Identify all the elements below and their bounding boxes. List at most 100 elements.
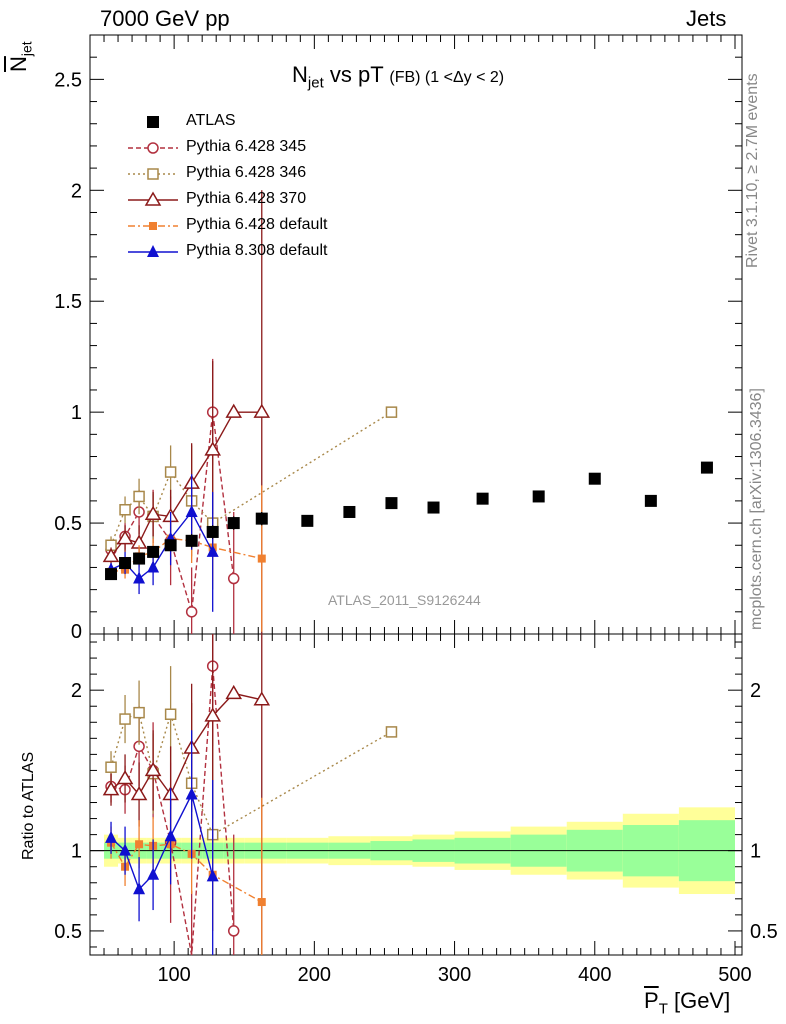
xlabel-sub: T [658,1000,668,1018]
data-point [185,534,198,547]
data-point [116,530,134,545]
ylabel-top-main: N [6,56,31,72]
analysis-label: ATLAS_2011_S9126244 [328,592,481,608]
y-tick-label: 2.5 [54,69,82,91]
x-axis-label: PT [GeV] [644,988,730,1017]
data-point [343,505,356,518]
title-rest: vs pT [323,62,384,87]
y-tick-label-right: 0.5 [750,921,778,943]
legend-marker-py370 [128,191,178,206]
legend-marker [147,168,159,180]
legend-marker-py346 [128,168,178,180]
x-tick-label: 200 [298,964,331,986]
data-point [147,560,160,573]
y-axis-label-top: Njet [6,41,34,72]
y-tick-label: 2 [71,180,82,202]
series-pythia-8-308-default [105,730,219,955]
data-point [588,472,601,485]
data-point [119,843,132,856]
data-point [185,504,198,517]
data-point [385,406,398,418]
data-point [385,497,398,510]
data-point [185,787,198,800]
legend-entry: Pythia 8.308 default [120,240,380,264]
data-point [105,761,117,773]
rivet-label: Rivet 3.1.10, ≥ 2.7M events [744,73,761,268]
data-point [257,554,266,563]
data-point [119,504,131,516]
legend-marker [149,222,157,230]
data-point [119,713,131,725]
data-point [105,830,118,843]
data-point [185,606,198,618]
data-point [227,925,240,937]
data-point [133,706,145,719]
legend-marker-py345 [128,142,178,154]
x-tick-label: 300 [438,964,471,986]
data-point [255,512,268,525]
header-right: Jets [686,6,727,31]
series-pythia-6-428-345 [105,358,240,634]
x-tick-label: 100 [157,964,190,986]
data-point [116,769,134,785]
data-point [102,781,120,796]
data-point [144,761,162,777]
legend-marker [147,142,159,154]
ratio-plot-frame [89,633,743,956]
x-tick-label: 500 [718,964,751,986]
data-point [206,544,219,557]
legend-marker [147,116,159,128]
legend-label: Pythia 6.428 346 [186,164,307,181]
data-point [301,514,314,527]
legend-entry: Pythia 6.428 370 [120,188,380,212]
legend-marker-atlas [147,116,159,128]
legend-label: Pythia 6.428 345 [186,138,307,155]
data-point [225,403,243,418]
header-left: 7000 GeV pp [100,6,230,31]
y-tick-label: 1.5 [54,291,82,313]
legend-label: ATLAS [186,112,236,129]
data-point [135,840,144,849]
data-point [206,525,219,538]
legend-entry: Pythia 6.428 default [120,214,380,238]
data-point [253,691,271,706]
data-point [147,545,160,558]
data-point [130,786,148,801]
legend-label: Pythia 6.428 default [186,216,328,233]
y-tick-label: 0.5 [54,921,82,943]
xlabel-unit: [GeV] [667,988,731,1013]
legend-entry: ATLAS [120,110,380,134]
data-point [257,898,266,907]
legend-marker-py8def [128,245,178,257]
legend-entry: Pythia 6.428 345 [120,136,380,160]
y-tick-label: 0.5 [54,513,82,535]
title-small: (FB) (1 <Δy < 2) [389,69,505,86]
data-point [206,869,219,882]
data-point [144,505,162,520]
legend-entry: Pythia 6.428 346 [120,162,380,186]
title-main: N [292,62,308,87]
series-atlas [105,461,713,581]
data-point [253,403,271,418]
legend-label: Pythia 8.308 default [186,242,328,259]
data-point [700,461,713,474]
data-point [133,571,146,584]
data-point [532,490,545,503]
data-point [427,501,440,514]
legend-marker [144,191,162,206]
ylabel-top-sub: jet [18,41,35,57]
y-tick-label-zero: 0 [71,621,82,643]
series-pythia-6-428-346 [105,406,398,590]
title-sub: jet [307,74,324,92]
data-point [105,568,118,581]
data-point [164,829,177,842]
data-point [204,707,221,722]
legend-marker [147,245,159,257]
data-point [385,726,398,738]
xlabel-main: P [644,988,659,1013]
mcplots-label: mcplots.cern.ch [arXiv:1306.3436] [748,388,765,630]
data-point [133,882,146,895]
data-point [133,490,145,503]
data-point [102,547,120,563]
